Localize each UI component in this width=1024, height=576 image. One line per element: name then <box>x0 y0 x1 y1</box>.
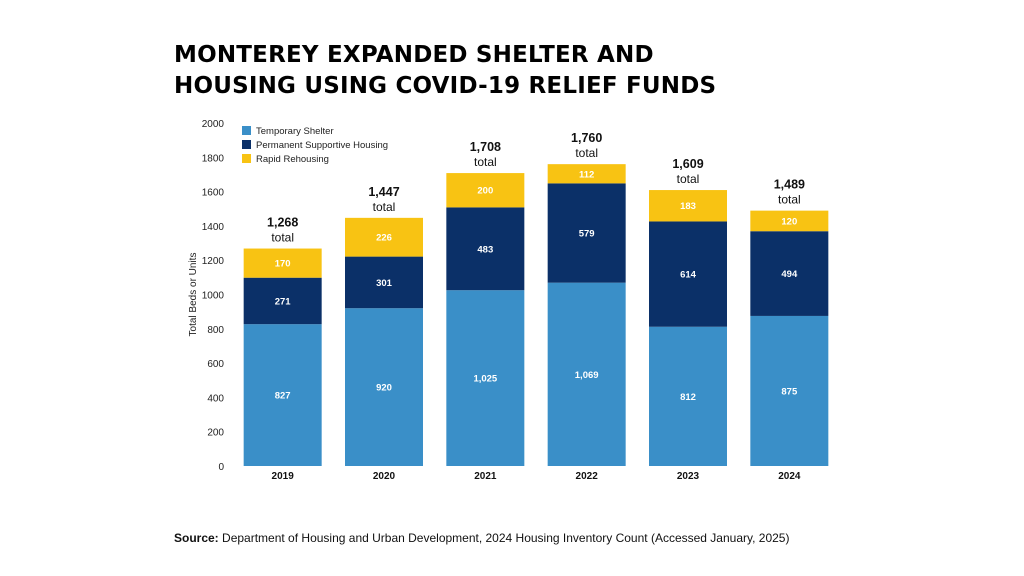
bar-value-label: 120 <box>781 216 797 227</box>
bar-value-label: 112 <box>579 169 594 180</box>
y-tick-label: 600 <box>207 359 224 370</box>
x-tick-label: 2019 <box>272 471 295 482</box>
bar-segment <box>649 190 727 222</box>
bar-value-label: 1,025 <box>473 374 497 385</box>
bar-value-label: 812 <box>680 392 696 403</box>
bar-segment <box>750 231 829 316</box>
bar-value-label: 614 <box>680 270 697 281</box>
bar-value-label: 920 <box>376 383 392 394</box>
bar-segment <box>243 248 322 278</box>
y-tick-label: 1200 <box>202 256 225 267</box>
bar-segment <box>547 183 626 283</box>
y-tick-label: 200 <box>207 428 224 439</box>
y-tick-label: 800 <box>207 325 224 336</box>
y-tick-label: 1600 <box>202 188 225 199</box>
y-tick-label: 400 <box>207 393 224 404</box>
bar-segment <box>649 326 727 466</box>
legend-swatch <box>242 154 251 163</box>
chart-title: MONTEREY EXPANDED SHELTER AND HOUSING US… <box>174 40 934 102</box>
bar-value-label: 875 <box>781 386 798 397</box>
bar-value-label: 1,069 <box>575 370 599 381</box>
legend-label: Temporary Shelter <box>256 126 334 137</box>
x-tick-label: 2022 <box>576 471 599 482</box>
bar-segment <box>243 324 322 466</box>
bar-total-suffix: total <box>474 155 497 169</box>
bar-segment <box>649 221 727 327</box>
y-tick-label: 1000 <box>202 291 225 302</box>
bar-segment <box>547 164 626 184</box>
source-note: Source: Department of Housing and Urban … <box>174 531 789 545</box>
x-tick-label: 2024 <box>778 471 801 482</box>
bar-total-value: 1,760 <box>571 131 602 145</box>
y-tick-label: 2000 <box>202 119 225 130</box>
bar-segment <box>243 277 322 325</box>
bar-total-suffix: total <box>778 193 801 207</box>
bar-value-label: 301 <box>376 278 393 289</box>
bar-total-suffix: total <box>271 231 294 245</box>
bar-value-label: 483 <box>477 244 493 255</box>
chart-title-line-1: MONTEREY EXPANDED SHELTER AND <box>174 42 654 68</box>
bar-total-value: 1,268 <box>267 216 298 230</box>
chart-title-line-2: HOUSING USING COVID-19 RELIEF FUNDS <box>174 73 717 99</box>
bar-total-suffix: total <box>373 200 396 214</box>
bar-segment <box>446 207 525 291</box>
bar-segment <box>547 282 626 466</box>
y-tick-label: 1400 <box>202 222 225 233</box>
bar-segment <box>750 315 829 466</box>
bar-total-suffix: total <box>677 172 700 186</box>
y-tick-label: 0 <box>218 462 224 473</box>
x-tick-label: 2021 <box>474 471 497 482</box>
x-tick-label: 2020 <box>373 471 396 482</box>
x-tick-label: 2023 <box>677 471 700 482</box>
bar-total-value: 1,447 <box>368 185 399 199</box>
legend-label: Permanent Supportive Housing <box>256 140 388 151</box>
legend-label: Rapid Rehousing <box>256 154 329 165</box>
bar-value-label: 170 <box>275 259 291 270</box>
bar-value-label: 200 <box>477 186 493 197</box>
bar-total-value: 1,609 <box>672 157 703 171</box>
source-text: Department of Housing and Urban Developm… <box>222 531 790 545</box>
bar-segment <box>750 210 829 232</box>
bar-value-label: 271 <box>275 296 292 307</box>
bar-segment <box>345 308 423 466</box>
y-axis-label: Total Beds or Units <box>188 253 199 337</box>
bar-segment <box>446 290 525 466</box>
legend-swatch <box>242 126 251 135</box>
legend-swatch <box>242 140 251 149</box>
bar-value-label: 827 <box>275 391 291 402</box>
bar-total-value: 1,708 <box>470 140 501 154</box>
y-tick-label: 1800 <box>202 153 225 164</box>
bar-segment <box>345 217 423 257</box>
bar-segment <box>345 256 423 309</box>
bar-value-label: 226 <box>376 233 392 244</box>
source-label: Source: <box>174 531 219 545</box>
bar-segment <box>446 173 525 208</box>
bar-total-value: 1,489 <box>774 178 805 192</box>
bar-value-label: 494 <box>781 269 798 280</box>
bar-total-suffix: total <box>575 146 598 160</box>
bar-value-label: 183 <box>680 201 696 212</box>
bar-value-label: 579 <box>579 229 595 240</box>
